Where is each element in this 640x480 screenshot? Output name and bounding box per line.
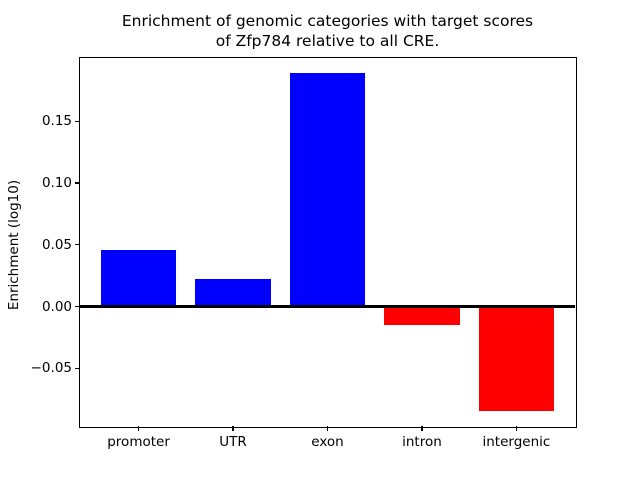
zero-line xyxy=(80,305,575,309)
x-tick xyxy=(515,426,518,431)
y-tick xyxy=(75,120,80,122)
bar-promoter xyxy=(100,249,177,307)
y-tick-label: 0.05 xyxy=(41,236,72,253)
y-tick xyxy=(75,367,80,370)
bar-intergenic xyxy=(478,306,555,411)
y-axis-label: Enrichment (log10) xyxy=(6,179,22,311)
y-tick xyxy=(75,182,80,184)
x-tick-label-intergenic: intergenic xyxy=(482,434,551,450)
chart-title: Enrichment of genomic categories with ta… xyxy=(121,12,534,50)
x-tick xyxy=(232,426,234,431)
x-tick-label-promoter: promoter xyxy=(107,434,170,450)
bar-UTR xyxy=(195,279,271,307)
x-tick xyxy=(137,426,140,431)
y-tick-label: 0.15 xyxy=(41,113,72,130)
y-tick-label: 0.10 xyxy=(41,174,72,191)
x-tick xyxy=(421,426,423,431)
y-tick-label: −0.05 xyxy=(30,360,72,377)
x-tick-label-intron: intron xyxy=(402,434,442,450)
y-tick-label: 0.00 xyxy=(41,298,72,315)
x-tick-label-exon: exon xyxy=(311,434,344,450)
bar-exon xyxy=(289,72,366,307)
bar-intron xyxy=(384,306,460,326)
x-tick-label-UTR: UTR xyxy=(219,434,247,450)
y-tick xyxy=(75,306,80,308)
y-tick xyxy=(75,244,80,246)
x-tick xyxy=(326,426,329,431)
